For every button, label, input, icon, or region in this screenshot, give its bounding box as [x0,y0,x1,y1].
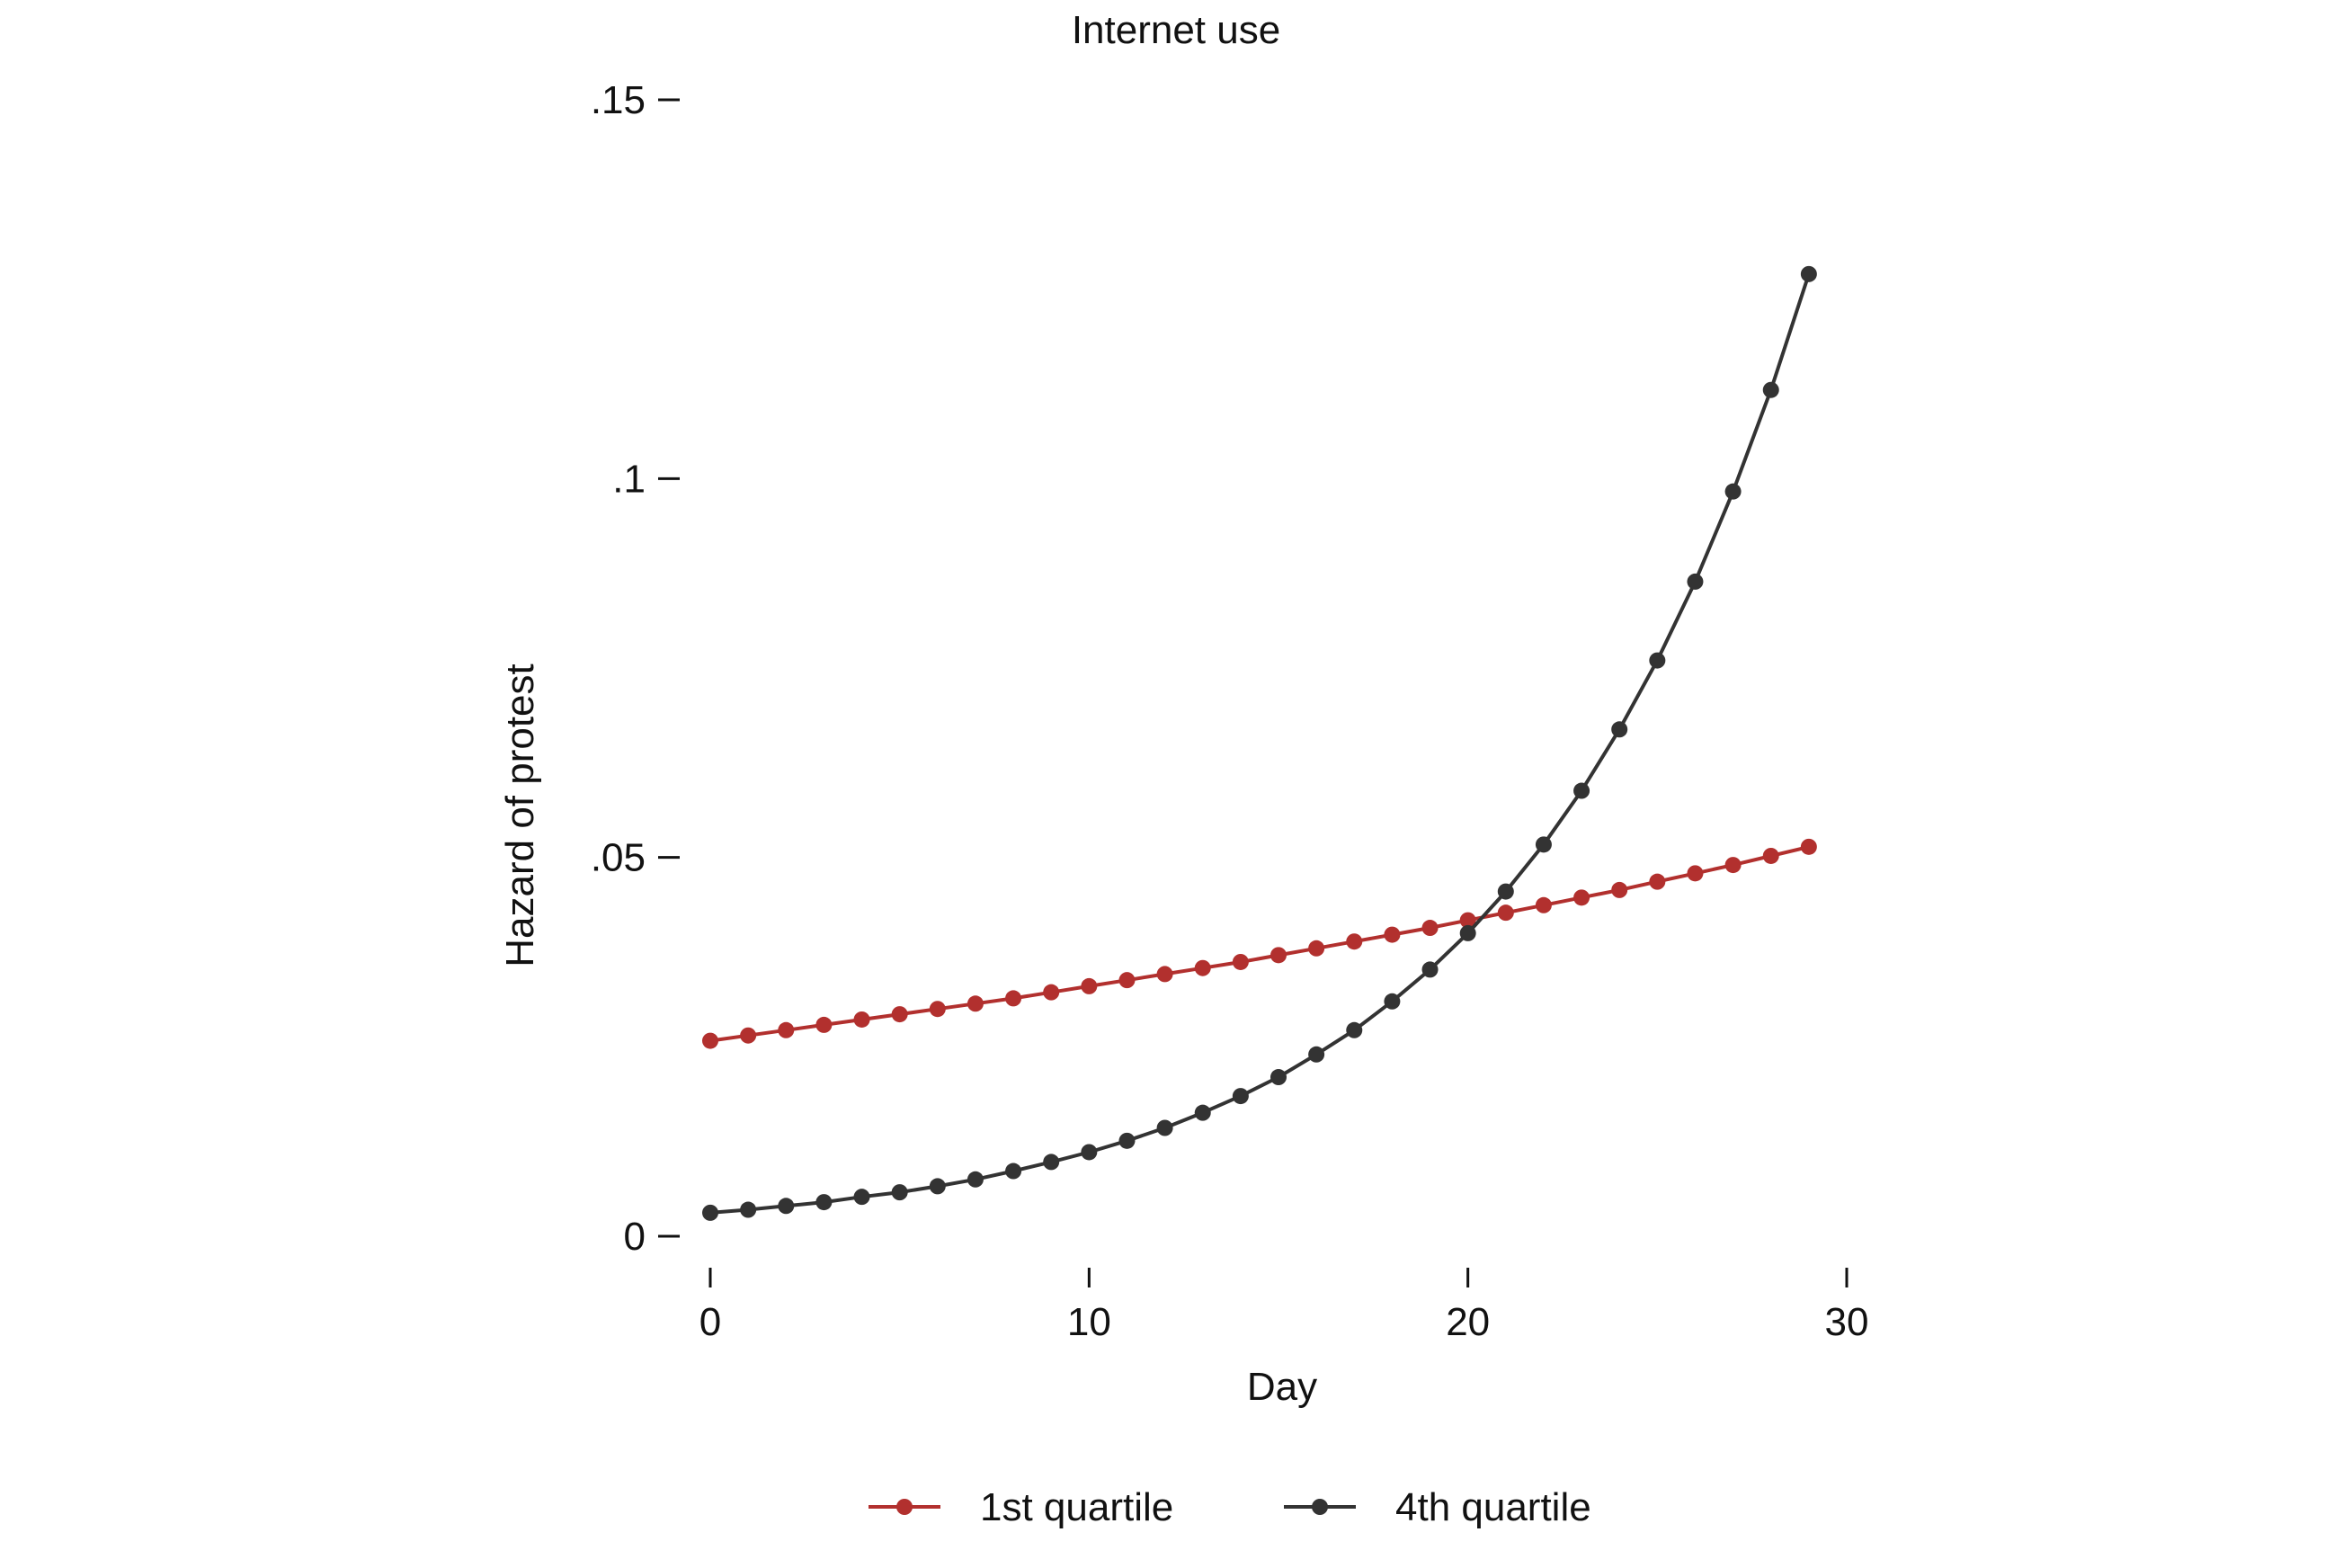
data-point [1043,984,1060,1001]
data-point [1611,881,1628,898]
data-point [1270,947,1287,964]
data-point [1384,993,1401,1010]
legend-label: 1st quartile [980,1485,1173,1529]
plot-series [702,265,1817,1221]
data-point [1384,926,1401,943]
data-point [1649,652,1666,669]
data-point [1081,977,1098,994]
data-point [1270,1069,1287,1086]
data-point [1194,959,1211,976]
data-point [1611,721,1628,738]
data-point [702,1032,718,1049]
data-point [891,1184,908,1201]
data-point [1573,889,1590,906]
data-point [1118,1132,1136,1149]
data-point [740,1201,757,1218]
legend: 1st quartile 4th quartile [869,1485,1591,1529]
data-point [929,1178,946,1195]
y-tick-label: .1 [612,457,646,501]
data-point [1156,1119,1173,1136]
data-point [815,1016,833,1033]
data-point [1800,265,1817,282]
x-tick-label: 20 [1446,1300,1490,1344]
data-point [929,1001,946,1018]
data-point [1081,1144,1098,1161]
x-axis: 0 10 20 30 [699,1268,1869,1344]
data-point [1649,873,1666,890]
data-point [1687,865,1704,882]
data-point [1043,1154,1060,1171]
chart-title: Internet use [1072,8,1280,52]
data-point [1005,990,1022,1007]
data-point [778,1021,795,1038]
series-line-1st-quartile [709,844,1810,1043]
data-point [815,1194,833,1211]
y-axis-title: Hazard of protest [498,664,542,967]
data-point [853,1189,870,1206]
data-point [1724,483,1742,500]
data-point [1459,924,1476,941]
data-point [1535,836,1552,853]
data-point [1497,904,1514,922]
x-tick-label: 30 [1825,1300,1869,1344]
y-tick-label: .05 [591,836,646,880]
data-point [1421,961,1439,978]
data-point [702,1204,718,1221]
data-point [740,1027,757,1044]
data-point [1535,896,1552,913]
x-tick-label: 0 [699,1300,721,1344]
y-tick-label: 0 [624,1215,646,1259]
data-point [1459,912,1476,929]
legend-label: 4th quartile [1395,1485,1591,1529]
data-point [1762,847,1779,864]
data-point [778,1198,795,1215]
data-point [1232,1088,1249,1105]
data-point [1156,966,1173,983]
y-tick-label: .15 [591,78,646,122]
data-point [1346,1021,1363,1038]
data-point [1308,940,1325,957]
y-axis: 0 .05 .1 .15 [591,78,680,1259]
data-point [853,1011,870,1028]
x-tick-label: 10 [1067,1300,1111,1344]
data-point [891,1006,908,1023]
data-point [1308,1046,1325,1063]
data-point [967,1171,984,1188]
data-point [1232,953,1249,970]
legend-swatch-marker [896,1499,913,1515]
data-point [967,995,984,1012]
data-point [1762,381,1779,398]
data-point [1005,1163,1022,1180]
data-point [1724,857,1742,874]
data-point [1497,883,1514,900]
data-point [1346,933,1363,950]
series-line-4th-quartile [709,273,1811,1215]
data-point [1573,782,1590,799]
data-point [1421,920,1439,937]
data-point [1194,1104,1211,1121]
data-point [1118,972,1136,989]
legend-swatch-marker [1312,1499,1328,1515]
data-point [1687,573,1704,590]
data-point [1800,838,1817,855]
x-axis-title: Day [1247,1365,1317,1409]
